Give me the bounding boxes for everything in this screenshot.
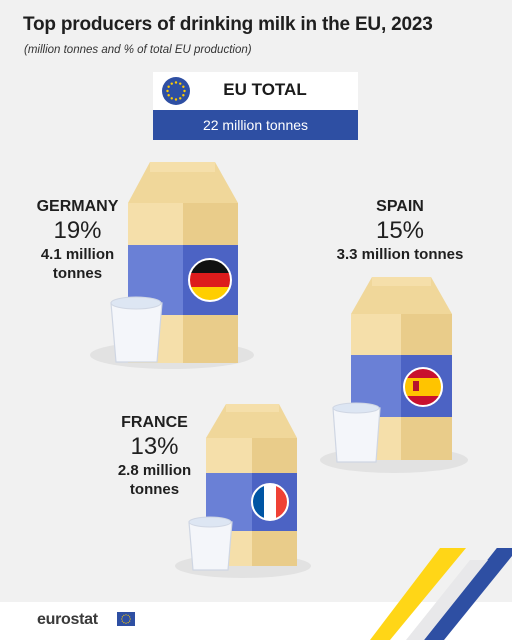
eu-total-label: EU TOTAL (223, 80, 307, 99)
eu-star (125, 614, 127, 616)
eu-flag-small-icon (117, 612, 135, 626)
spain-label: SPAIN 15% 3.3 million tonnes (330, 197, 470, 264)
france-name: FRANCE (121, 414, 188, 431)
spain-name: SPAIN (376, 198, 424, 215)
eu-star (123, 614, 125, 616)
eu-star (182, 85, 185, 88)
eu-star (167, 85, 170, 88)
spain-flag-icon (403, 367, 443, 407)
spain-carton-top (351, 277, 452, 314)
eu-star (129, 620, 131, 622)
milk-cartons-illustration (90, 162, 468, 578)
germany-carton-group (90, 162, 254, 369)
eu-star (121, 616, 123, 618)
chart-subtitle: (million tonnes and % of total EU produc… (24, 44, 252, 56)
eu-star (167, 94, 170, 97)
eu-star (174, 98, 178, 101)
germany-carton-top (128, 162, 238, 203)
france-value: 2.8 million tonnes (117, 462, 192, 498)
eu-flag-icon (162, 77, 190, 105)
eu-star (166, 89, 169, 93)
decorative-ribbon (370, 548, 512, 640)
eu-star (129, 616, 131, 618)
eu-star (182, 94, 185, 97)
eu-star (179, 97, 182, 100)
eu-star (183, 89, 186, 93)
eurostat-logo: eurostat (37, 611, 98, 628)
france-flag-icon (251, 483, 289, 521)
germany-carton-seal (150, 162, 215, 172)
germany-value: 4.1 million tonnes (40, 246, 115, 282)
germany-share: 19% (53, 217, 102, 244)
spain-share: 15% (375, 217, 425, 244)
eu-star (121, 620, 123, 622)
france-glass (188, 521, 233, 571)
eu-star (179, 82, 182, 85)
france-carton-group (175, 404, 311, 578)
chart-title: Top producers of drinking milk in the EU… (23, 14, 433, 35)
eu-total-value: 22 million tonnes (153, 110, 358, 140)
eu-star (170, 82, 173, 85)
germany-glass (110, 302, 163, 363)
eu-star (123, 622, 125, 624)
germany-name: GERMANY (36, 198, 119, 215)
eu-star (125, 622, 127, 624)
france-share: 13% (130, 433, 179, 460)
spain-glass (332, 407, 381, 463)
eu-star (129, 618, 131, 620)
spain-value: 3.3 million tonnes (336, 246, 464, 263)
germany-label: GERMANY 19% 4.1 million tonnes (30, 197, 125, 283)
eu-star (174, 81, 178, 84)
eu-star (127, 614, 129, 616)
eu-star (170, 97, 173, 100)
eu-star (121, 618, 123, 620)
france-carton-top (206, 404, 297, 438)
eu-star (127, 622, 129, 624)
france-label: FRANCE 13% 2.8 million tonnes (107, 413, 202, 499)
spain-carton-group (320, 277, 468, 473)
germany-flag-icon (188, 258, 232, 302)
